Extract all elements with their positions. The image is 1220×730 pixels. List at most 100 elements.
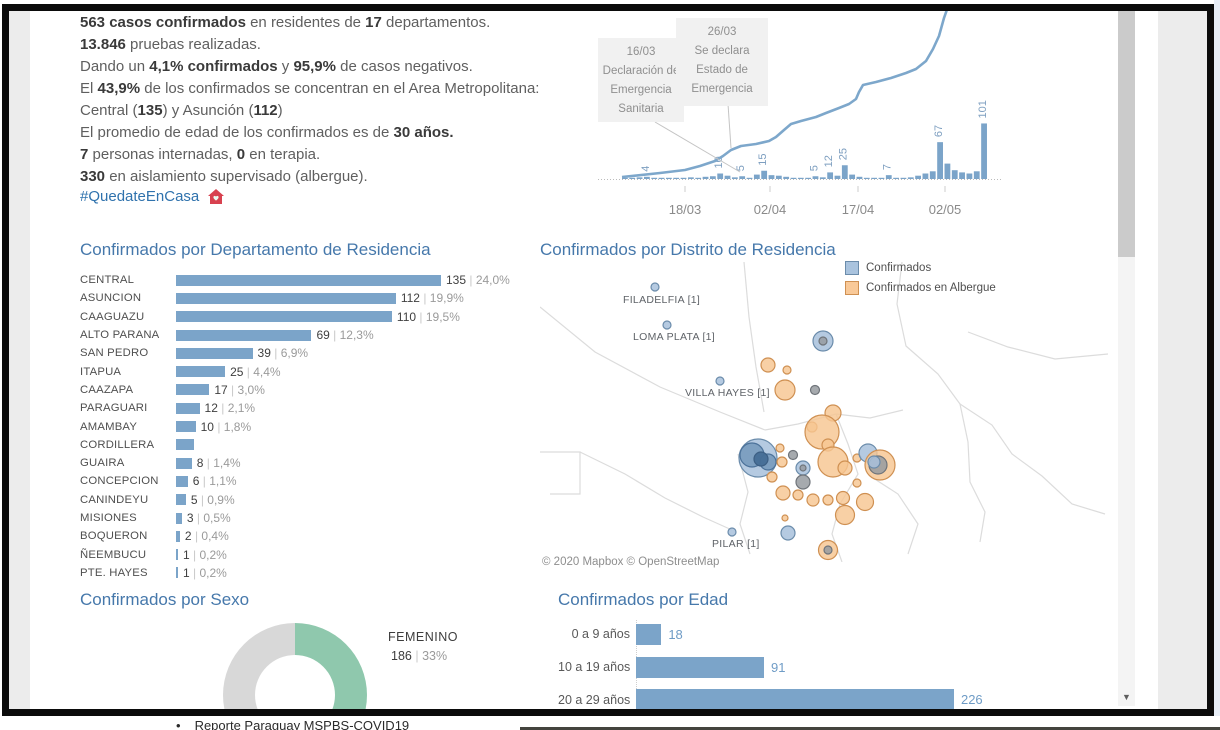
dept-bar[interactable] — [176, 311, 392, 323]
daily-cases-bar[interactable] — [966, 173, 973, 180]
daily-cases-bar[interactable] — [622, 177, 628, 179]
daily-cases-bar[interactable] — [863, 177, 870, 179]
daily-cases-bar[interactable] — [746, 177, 753, 179]
daily-cases-bar[interactable] — [680, 177, 687, 179]
daily-cases-bar[interactable] — [783, 176, 790, 179]
map-bubble[interactable] — [787, 449, 799, 461]
daily-cases-bar[interactable] — [981, 123, 987, 179]
daily-cases-bar[interactable] — [790, 177, 797, 179]
scrollbar-thumb[interactable] — [1118, 11, 1135, 257]
dept-bar[interactable] — [176, 549, 178, 561]
dept-bar[interactable] — [176, 329, 312, 341]
map-bubble[interactable] — [781, 514, 789, 522]
dept-bar[interactable] — [176, 512, 182, 524]
daily-cases-bar[interactable] — [629, 177, 636, 179]
legend-item[interactable]: Confirmados en Albergue — [845, 281, 996, 295]
hashtag-link[interactable]: #QuedateEnCasa — [80, 188, 200, 205]
dept-bar[interactable] — [176, 457, 192, 469]
dept-bar[interactable] — [176, 292, 396, 304]
map-bubble[interactable] — [806, 493, 820, 507]
map-bubble[interactable] — [822, 494, 834, 506]
dept-bar[interactable] — [176, 530, 180, 542]
daily-cases-bar[interactable] — [805, 177, 812, 179]
daily-cases-bar[interactable] — [871, 177, 878, 179]
daily-cases-bar[interactable] — [636, 177, 643, 179]
daily-cases-bar[interactable] — [695, 177, 702, 179]
scroll-down-arrow-icon[interactable]: ▼ — [1122, 692, 1131, 702]
daily-cases-bar[interactable] — [856, 176, 863, 179]
daily-cases-bar[interactable] — [944, 163, 951, 179]
map-bubble[interactable] — [775, 443, 785, 453]
map-bubble[interactable] — [792, 489, 804, 501]
map-bubble[interactable] — [776, 456, 788, 468]
daily-cases-bar[interactable] — [922, 173, 929, 180]
age-bar[interactable] — [636, 656, 765, 678]
dept-bar[interactable] — [176, 421, 196, 433]
daily-cases-bar[interactable] — [834, 175, 841, 179]
daily-cases-bar[interactable] — [915, 175, 921, 179]
map-bubble[interactable] — [753, 451, 769, 467]
map-bubble[interactable] — [766, 471, 778, 483]
dept-bar[interactable] — [176, 475, 188, 487]
daily-cases-bar[interactable] — [885, 175, 892, 179]
daily-cases-bar[interactable] — [819, 177, 826, 179]
daily-cases-bar[interactable] — [959, 172, 965, 179]
map-bubble[interactable] — [823, 545, 833, 555]
daily-cases-bar[interactable] — [709, 176, 716, 179]
map-bubble[interactable] — [818, 336, 828, 346]
map-bubble[interactable] — [852, 478, 862, 488]
map-bubble[interactable] — [782, 365, 792, 375]
map-bubble[interactable] — [715, 376, 725, 386]
map-bubble[interactable] — [774, 379, 796, 401]
sheet-tab[interactable]: • Reporte Paraguay MSPBS-COVID19 — [176, 718, 409, 730]
daily-cases-bar[interactable] — [827, 172, 834, 179]
daily-cases-bar[interactable] — [812, 176, 819, 179]
dept-bar[interactable] — [176, 494, 186, 506]
map-bubble[interactable] — [837, 460, 853, 476]
map-bubble[interactable] — [650, 282, 660, 292]
map-bubble[interactable] — [662, 320, 672, 330]
map-bubble[interactable] — [799, 464, 807, 472]
daily-cases-bar[interactable] — [797, 177, 804, 179]
daily-cases-bar[interactable] — [665, 177, 672, 179]
map-bubble[interactable] — [780, 525, 796, 541]
dept-bar[interactable] — [176, 439, 194, 451]
daily-cases-bar[interactable] — [702, 176, 709, 179]
dept-bar[interactable] — [176, 274, 441, 286]
daily-cases-bar[interactable] — [973, 171, 980, 179]
daily-cases-bar[interactable] — [717, 173, 724, 180]
map-bubble[interactable] — [727, 527, 737, 537]
daily-cases-bar[interactable] — [849, 174, 856, 179]
daily-cases-bar[interactable] — [907, 177, 914, 179]
daily-cases-bar[interactable] — [658, 177, 665, 179]
daily-cases-bar[interactable] — [724, 175, 731, 179]
dept-bar[interactable] — [176, 366, 226, 378]
dept-bar[interactable] — [176, 402, 200, 414]
daily-cases-bar[interactable] — [651, 177, 658, 179]
legend-item[interactable]: Confirmados — [845, 261, 996, 275]
daily-cases-bar[interactable] — [878, 177, 885, 179]
map-bubble[interactable] — [834, 504, 856, 526]
daily-cases-bar[interactable] — [761, 170, 768, 179]
dept-bar[interactable] — [176, 347, 253, 359]
map-bubble[interactable] — [867, 455, 881, 469]
daily-cases-bar[interactable] — [929, 171, 936, 179]
daily-cases-bar[interactable] — [687, 177, 694, 179]
age-bar[interactable] — [636, 689, 954, 709]
age-bar[interactable] — [636, 623, 662, 645]
daily-cases-bar[interactable] — [739, 176, 746, 179]
daily-cases-bar[interactable] — [937, 142, 943, 179]
dept-bar[interactable] — [176, 384, 210, 396]
daily-cases-bar[interactable] — [643, 176, 650, 179]
daily-cases-bar[interactable] — [731, 177, 738, 179]
daily-cases-bar[interactable] — [893, 177, 900, 179]
daily-cases-bar[interactable] — [841, 165, 848, 179]
daily-cases-bar[interactable] — [768, 175, 775, 179]
daily-cases-bar[interactable] — [673, 177, 680, 179]
daily-cases-bar[interactable] — [753, 174, 760, 179]
map-bubble[interactable] — [775, 485, 791, 501]
dept-bar[interactable] — [176, 567, 178, 579]
map-bubble[interactable] — [835, 490, 851, 506]
daily-cases-bar[interactable] — [775, 175, 782, 179]
map-bubble[interactable] — [760, 357, 776, 373]
